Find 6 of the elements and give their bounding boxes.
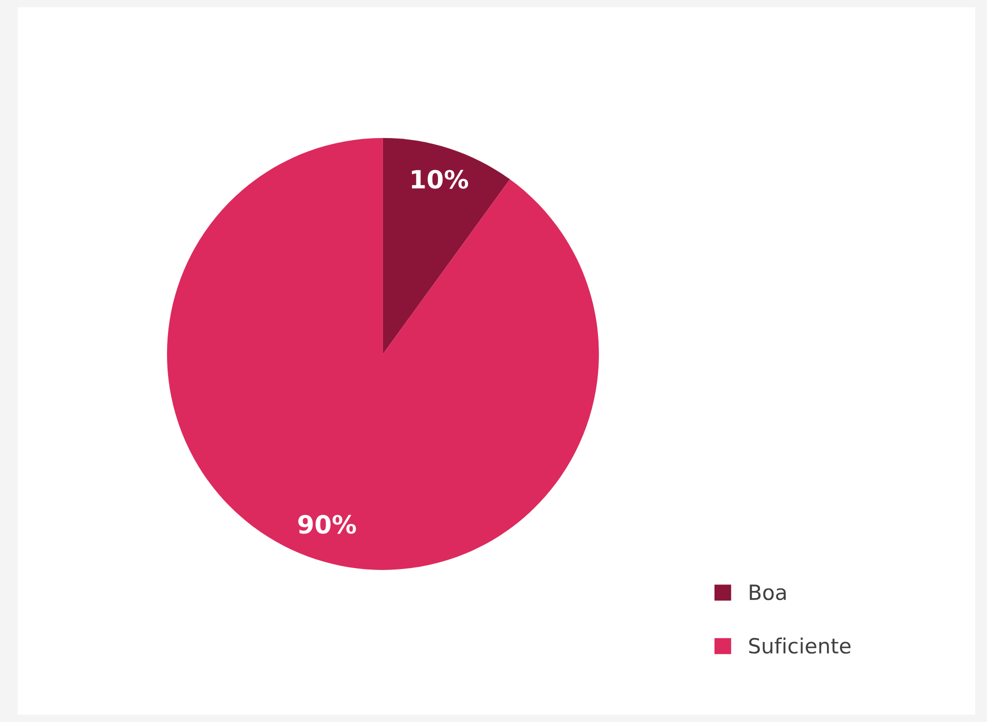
data-label: 10%	[412, 170, 468, 189]
pie-slice	[382, 138, 510, 354]
pie-slice	[167, 138, 599, 570]
legend-label: Boa	[750, 584, 786, 600]
data-label: 90%	[298, 514, 356, 534]
legend-label: Suficiente	[749, 638, 850, 654]
